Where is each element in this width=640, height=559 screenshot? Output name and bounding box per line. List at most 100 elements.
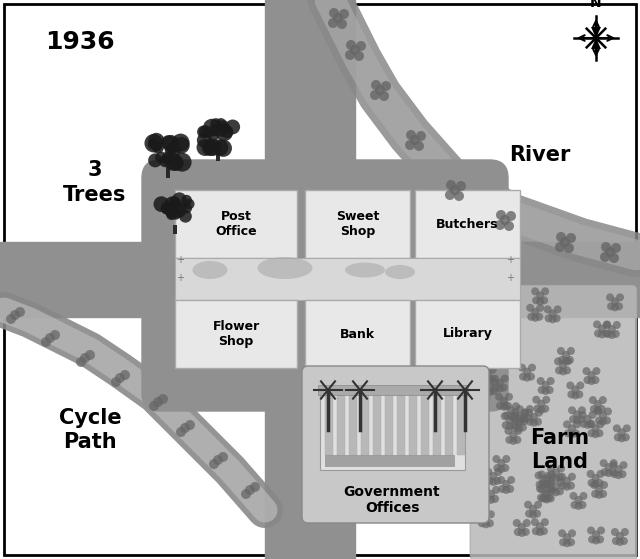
Circle shape — [590, 405, 598, 413]
Circle shape — [603, 321, 611, 329]
Polygon shape — [591, 27, 601, 38]
Circle shape — [584, 421, 591, 429]
Circle shape — [611, 297, 619, 305]
Circle shape — [500, 397, 508, 405]
Circle shape — [537, 377, 545, 385]
Circle shape — [609, 468, 617, 476]
Circle shape — [151, 140, 162, 151]
Circle shape — [580, 420, 588, 428]
Circle shape — [532, 296, 540, 304]
Circle shape — [45, 333, 55, 343]
Circle shape — [588, 377, 595, 385]
Circle shape — [598, 330, 606, 338]
Circle shape — [536, 522, 544, 530]
Circle shape — [566, 233, 576, 243]
Circle shape — [604, 408, 612, 415]
Bar — [421, 395, 429, 455]
Circle shape — [543, 305, 552, 314]
Circle shape — [506, 485, 514, 493]
Circle shape — [543, 495, 551, 504]
Circle shape — [588, 429, 595, 437]
Circle shape — [204, 139, 221, 156]
Circle shape — [554, 305, 562, 314]
Circle shape — [164, 153, 182, 171]
Circle shape — [538, 485, 546, 494]
Circle shape — [507, 406, 515, 414]
Bar — [415, 300, 520, 368]
Circle shape — [509, 421, 518, 429]
Circle shape — [502, 421, 509, 429]
Circle shape — [586, 470, 595, 478]
Circle shape — [541, 489, 549, 496]
Circle shape — [584, 376, 591, 384]
Circle shape — [213, 455, 223, 465]
Circle shape — [509, 431, 517, 439]
Circle shape — [573, 416, 581, 424]
Circle shape — [592, 537, 600, 544]
Circle shape — [405, 140, 415, 150]
Circle shape — [516, 413, 524, 420]
Circle shape — [209, 459, 219, 469]
Circle shape — [503, 411, 511, 419]
Circle shape — [525, 409, 533, 417]
Circle shape — [154, 196, 170, 212]
Circle shape — [563, 366, 571, 375]
Circle shape — [534, 418, 542, 426]
Circle shape — [536, 297, 544, 305]
Circle shape — [536, 291, 544, 300]
Circle shape — [345, 50, 355, 60]
Circle shape — [501, 464, 509, 472]
Circle shape — [329, 8, 339, 18]
Circle shape — [563, 420, 571, 428]
Circle shape — [161, 202, 173, 215]
Circle shape — [185, 420, 195, 430]
Circle shape — [339, 9, 349, 19]
Circle shape — [529, 505, 537, 513]
Circle shape — [500, 383, 508, 392]
Circle shape — [609, 253, 619, 263]
Circle shape — [566, 381, 574, 390]
Circle shape — [555, 366, 563, 375]
Circle shape — [506, 422, 514, 430]
Circle shape — [593, 367, 600, 375]
Circle shape — [480, 375, 488, 383]
Circle shape — [596, 470, 605, 478]
Circle shape — [161, 135, 175, 149]
Circle shape — [558, 529, 566, 537]
Circle shape — [328, 18, 338, 28]
Circle shape — [414, 141, 424, 151]
Text: Flower
Shop: Flower Shop — [212, 320, 260, 348]
Circle shape — [164, 196, 180, 212]
Bar — [465, 242, 640, 317]
Circle shape — [546, 485, 554, 492]
Circle shape — [519, 373, 527, 381]
Circle shape — [155, 151, 167, 163]
Circle shape — [481, 403, 489, 411]
Circle shape — [168, 155, 184, 171]
Circle shape — [212, 139, 228, 156]
Circle shape — [481, 378, 489, 386]
Circle shape — [511, 424, 519, 432]
Circle shape — [490, 472, 497, 480]
Circle shape — [497, 465, 506, 473]
Circle shape — [539, 480, 547, 487]
Circle shape — [241, 489, 251, 499]
Circle shape — [537, 400, 545, 408]
Bar — [325, 455, 455, 467]
Circle shape — [568, 529, 576, 537]
Bar — [397, 395, 405, 455]
Circle shape — [540, 527, 548, 535]
Circle shape — [536, 485, 544, 492]
Bar — [445, 395, 453, 455]
Text: Farm
Land: Farm Land — [531, 428, 589, 472]
Circle shape — [516, 418, 524, 427]
Text: Butchers: Butchers — [436, 217, 499, 230]
Circle shape — [148, 153, 162, 167]
Circle shape — [513, 436, 522, 444]
Circle shape — [164, 143, 180, 159]
Circle shape — [521, 408, 529, 416]
Circle shape — [591, 474, 600, 482]
Circle shape — [477, 398, 485, 406]
Circle shape — [145, 134, 163, 153]
Circle shape — [564, 429, 572, 437]
